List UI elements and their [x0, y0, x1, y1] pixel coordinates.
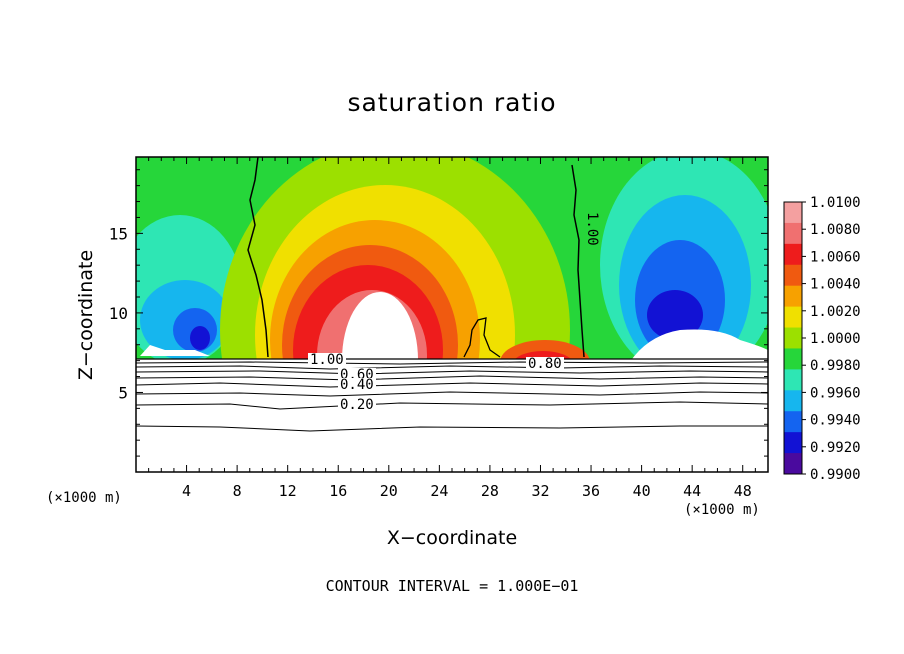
contour-label-halo [526, 357, 564, 370]
colorbar-tick-label: 1.0020 [810, 304, 861, 320]
y-tick-group: 5 10 15 [109, 169, 768, 457]
x-tick-label: 40 [633, 482, 651, 500]
colorbar-swatch [784, 264, 802, 287]
x-tick-label: 16 [329, 482, 347, 500]
colorbar-swatch [784, 369, 802, 391]
colorbar-tick-label: 0.9940 [810, 413, 861, 429]
colorbar-tick-label: 0.9960 [810, 385, 861, 401]
colorbar-swatch [784, 306, 802, 329]
colorbar-tick-label: 0.9920 [810, 440, 861, 456]
colorbar-tick-label: 0.9980 [810, 358, 861, 374]
colorbar-swatch [784, 327, 802, 349]
x-tick-label: 36 [582, 482, 600, 500]
colorbar-swatch [784, 243, 802, 266]
field-layer [136, 157, 768, 472]
colorbar-tick-label: 1.0060 [810, 249, 861, 265]
contour-left-1.00 [247, 157, 269, 358]
saturation-field [136, 157, 768, 359]
y-tick-label: 15 [109, 224, 128, 243]
x-tick-label: 8 [233, 482, 242, 500]
colorbar-swatch [784, 453, 802, 475]
contour-interval-note: CONTOUR INTERVAL = 1.000E−01 [325, 577, 579, 595]
x-unit-label-left: (×1000 m) [46, 490, 122, 506]
contour-label: 1.00 [310, 352, 344, 368]
x-tick-label: 20 [380, 482, 398, 500]
colorbar-swatch [784, 390, 802, 412]
contour-label-halo [308, 353, 346, 366]
contour-label-group: 1.00 1.00 0.80 0.60 0.40 0.20 [308, 212, 600, 413]
colorbar-swatch [784, 348, 802, 370]
x-tick-group: 4 8 12 16 20 24 28 32 36 40 44 48 [148, 157, 756, 500]
colorbar-swatch [784, 285, 802, 308]
colorbar-tick-label: 1.0100 [810, 195, 861, 211]
chart-title: saturation ratio [347, 88, 557, 117]
x-tick-label: 28 [481, 482, 499, 500]
colorbar-swatch [784, 432, 802, 454]
y-tick-label: 10 [109, 304, 128, 323]
y-tick-label: 5 [118, 383, 128, 402]
colorbar-tick-label: 1.0000 [810, 331, 861, 347]
colorbar-swatch [784, 202, 802, 224]
x-tick-label: 24 [430, 482, 448, 500]
colorbar-swatch [784, 222, 802, 245]
x-unit-label-right: (×1000 m) [684, 502, 760, 518]
colorbar: 1.0100 1.0080 1.0060 1.0040 1.0020 1.0000 0.99… [783, 195, 861, 483]
x-tick-label: 4 [182, 482, 191, 500]
contour-label: 1.00 [584, 212, 600, 246]
contour-right-1.00 [571, 164, 585, 358]
contour-label-halo [338, 368, 376, 381]
contour-lines [136, 157, 768, 432]
contour-label-halo [338, 378, 376, 391]
x-axis-label: X−coordinate [386, 527, 518, 549]
contour-label: 0.80 [528, 356, 562, 372]
contour-label-halo [338, 398, 376, 411]
x-tick-label: 32 [531, 482, 549, 500]
colorbar-tick-label: 1.0080 [810, 222, 861, 238]
colorbar-swatch [784, 411, 802, 433]
colorbar-tick-label: 1.0040 [810, 277, 861, 293]
colorbar-tick-label: 0.9900 [810, 467, 861, 483]
contour-label: 0.20 [340, 397, 374, 413]
x-tick-label: 12 [279, 482, 297, 500]
x-tick-label: 48 [734, 482, 752, 500]
x-tick-label: 44 [683, 482, 701, 500]
contour-label: 0.40 [340, 377, 374, 393]
contour-inner-1.00 [463, 317, 501, 358]
